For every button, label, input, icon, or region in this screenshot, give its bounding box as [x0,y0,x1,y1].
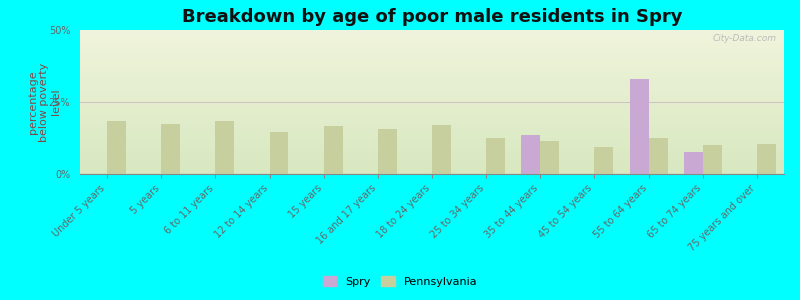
Bar [757,144,776,174]
Title: Breakdown by age of poor male residents in Spry: Breakdown by age of poor male residents … [182,8,682,26]
Bar [486,138,505,174]
Bar [649,138,667,174]
Bar [270,132,289,174]
Text: City-Data.com: City-Data.com [713,34,777,43]
Bar [324,127,342,174]
Bar [432,125,451,174]
Bar [215,121,234,174]
Bar [594,147,614,174]
Bar [378,129,397,174]
Y-axis label: percentage
below poverty
level: percentage below poverty level [28,62,61,142]
Legend: Spry, Pennsylvania: Spry, Pennsylvania [318,272,482,291]
Bar [162,124,180,174]
Bar [630,79,649,174]
Bar [540,141,559,174]
Bar [702,145,722,174]
Bar [684,152,702,174]
Bar [522,135,540,174]
Bar [107,121,126,174]
